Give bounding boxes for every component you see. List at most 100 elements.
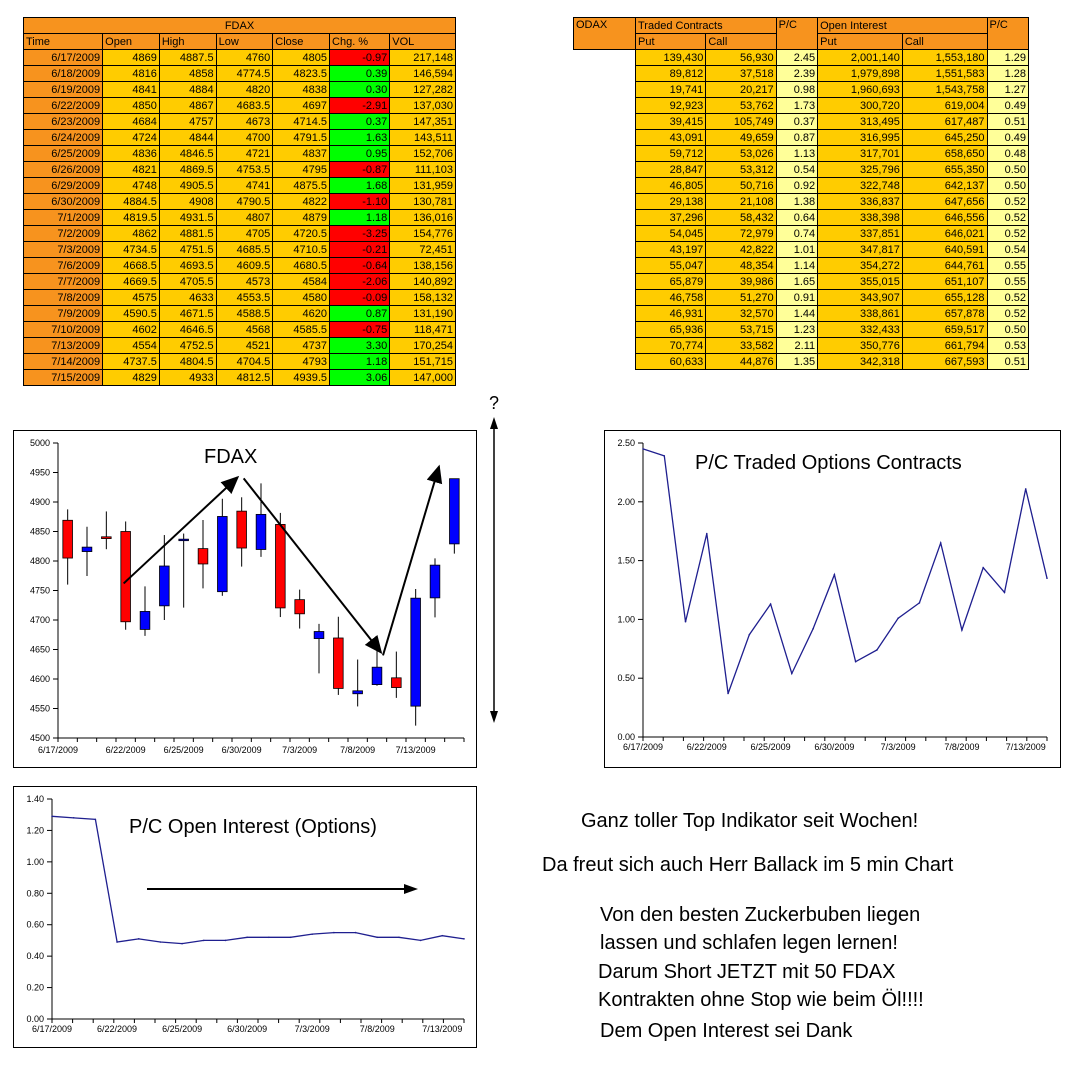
note-line-7: Dem Open Interest sei Dank (600, 1020, 853, 1042)
pc-oi-data-point (333, 931, 335, 934)
odax-pc-cell: 2.39 (775, 65, 819, 82)
odax-pc-cell: 1.38 (775, 193, 819, 210)
odax-value-cell: 49,659 (705, 129, 777, 146)
fdax-table-row: 6/19/2009 4841 4884 4820 4838 0.30 127,282 (22, 81, 456, 98)
odax-spacer-cell (574, 98, 636, 114)
fdax-y-tick-label: 4850 (30, 527, 50, 537)
pc-traded-data-point (876, 649, 878, 651)
odax-pc-cell: 0.55 (986, 273, 1029, 290)
odax-value-cell: 19,741 (634, 81, 707, 98)
odax-value-cell: 343,907 (817, 289, 903, 306)
fdax-value-cell: 4812.5 (215, 369, 274, 386)
odax-value-cell: 322,748 (817, 177, 903, 194)
odax-value-cell: 53,762 (705, 97, 777, 114)
fdax-value-cell: -0.75 (329, 321, 391, 338)
odax-value-cell: 640,591 (901, 241, 988, 258)
pc-traded-y-tick-label: 0.00 (617, 732, 635, 742)
pc-oi-data-point (376, 936, 379, 939)
fdax-value-cell: 4752.5 (158, 337, 217, 354)
pc-oi-x-tick-label: 6/30/2009 (227, 1024, 267, 1034)
pc-oi-y-tick-label: 1.00 (26, 857, 44, 867)
fdax-value-cell: 4837 (272, 145, 331, 162)
odax-value-cell: 59,712 (634, 145, 707, 162)
odax-value-cell: 32,570 (705, 305, 777, 322)
odax-table-row: 28,847 53,312 0.54 325,796 655,350 0.50 (574, 161, 1029, 178)
fdax-value-cell: 4816 (102, 65, 160, 82)
odax-pc-cell: 2.45 (775, 49, 819, 66)
odax-pc-cell: 1.27 (986, 81, 1029, 98)
fdax-value-cell: 4584 (272, 273, 331, 290)
odax-table-row: 65,936 53,715 1.23 332,433 659,517 0.50 (574, 321, 1029, 338)
odax-spacer-cell (574, 162, 636, 178)
pc-oi-x-tick-label: 6/22/2009 (97, 1024, 137, 1034)
odax-value-cell: 44,876 (705, 353, 777, 370)
pc-traded-data-point (1046, 577, 1048, 580)
odax-value-cell: 661,794 (901, 337, 988, 354)
pc-oi-data-point (398, 936, 400, 939)
fdax-value-cell: 4751.5 (158, 241, 217, 258)
pc-traded-data-point (705, 532, 708, 535)
fdax-date-cell: 7/1/2009 (22, 209, 104, 226)
odax-spacer-cell (574, 338, 636, 354)
fdax-value-cell: -2.91 (329, 97, 391, 114)
fdax-trend-arrow (382, 464, 443, 656)
fdax-y-tick-label: 4700 (30, 615, 50, 625)
fdax-value-cell: 4841 (102, 81, 160, 98)
fdax-col-header: Chg. % (329, 33, 391, 50)
odax-value-cell: 46,805 (634, 177, 707, 194)
pc-oi-y-tick-label: 0.60 (26, 920, 44, 930)
odax-value-cell: 316,995 (817, 129, 903, 146)
fdax-value-cell: 3.06 (329, 369, 391, 386)
fdax-col-header: Time (22, 33, 104, 50)
pc-traded-y-tick-label: 0.50 (617, 673, 635, 683)
odax-pc-cell: 1.44 (775, 305, 819, 322)
fdax-value-cell: 4939.5 (272, 369, 331, 386)
traded-pc-header: P/C (775, 17, 819, 50)
traded-call-header: Call (705, 33, 777, 50)
fdax-value-cell: 118,471 (389, 321, 456, 338)
odax-spacer-cell (574, 306, 636, 322)
pc-traded-y-tick-label: 2.00 (617, 497, 635, 507)
fdax-candle-body (62, 519, 73, 559)
fdax-value-cell: 4680.5 (272, 257, 331, 274)
fdax-col-header: VOL (389, 33, 456, 50)
odax-value-cell: 354,272 (817, 257, 903, 274)
pc-traded-data-point (663, 455, 666, 457)
odax-value-cell: 313,495 (817, 113, 903, 130)
odax-value-cell: 667,593 (901, 353, 988, 370)
pc-traded-chart-svg: 0.00 0.50 1.00 1.50 2.00 2.50 6/17/2009 6/22/20… (617, 438, 1048, 752)
odax-pc-cell: 1.14 (775, 257, 819, 274)
odax-value-cell: 39,415 (634, 113, 707, 130)
pc-oi-data-point (354, 931, 357, 934)
fdax-value-cell: 4734.5 (102, 241, 160, 258)
pc-oi-data-point (137, 938, 140, 940)
open-interest-header: Open Interest (817, 17, 988, 34)
fdax-candle-body (255, 513, 267, 550)
fdax-y-tick-label: 4600 (30, 674, 50, 684)
fdax-date-cell: 7/8/2009 (22, 289, 104, 306)
odax-spacer-cell (574, 322, 636, 338)
odax-pc-cell: 1.65 (775, 273, 819, 290)
fdax-value-cell: 4791.5 (272, 129, 331, 146)
odax-table-row: 89,812 37,518 2.39 1,979,898 1,551,583 1.28 (574, 65, 1029, 82)
fdax-table-row: 6/29/2009 4748 4905.5 4741 4875.5 1.68 131,959 (22, 177, 456, 194)
fdax-value-cell: 4795 (272, 161, 331, 178)
fdax-candle-body (352, 690, 363, 695)
fdax-value-cell: 130,781 (389, 193, 456, 210)
odax-value-cell: 89,812 (634, 65, 707, 82)
fdax-table-row: 6/22/2009 4850 4867 4683.5 4697 -2.91 137,030 (22, 97, 456, 114)
pc-traded-data-point (854, 660, 857, 663)
note-line-1: Ganz toller Top Indikator seit Wochen! (581, 810, 919, 832)
pc-traded-x-tick-label: 7/13/2009 (1006, 742, 1046, 752)
odax-pc-cell: 0.52 (986, 225, 1029, 242)
fdax-candle-body (159, 565, 170, 607)
odax-value-cell: 347,817 (817, 241, 903, 258)
fdax-table: FDAX Time Open High Low Close Chg. % VOL 6/17/… (22, 17, 456, 386)
fdax-value-cell: 4710.5 (272, 241, 331, 258)
odax-pc-cell: 1.28 (986, 65, 1029, 82)
fdax-value-cell: 4724 (102, 129, 160, 146)
odax-pc-cell: 0.92 (775, 177, 819, 194)
odax-value-cell: 645,250 (901, 129, 988, 146)
fdax-y-tick-label: 4950 (30, 468, 50, 478)
range-arrow-icon (490, 417, 498, 723)
